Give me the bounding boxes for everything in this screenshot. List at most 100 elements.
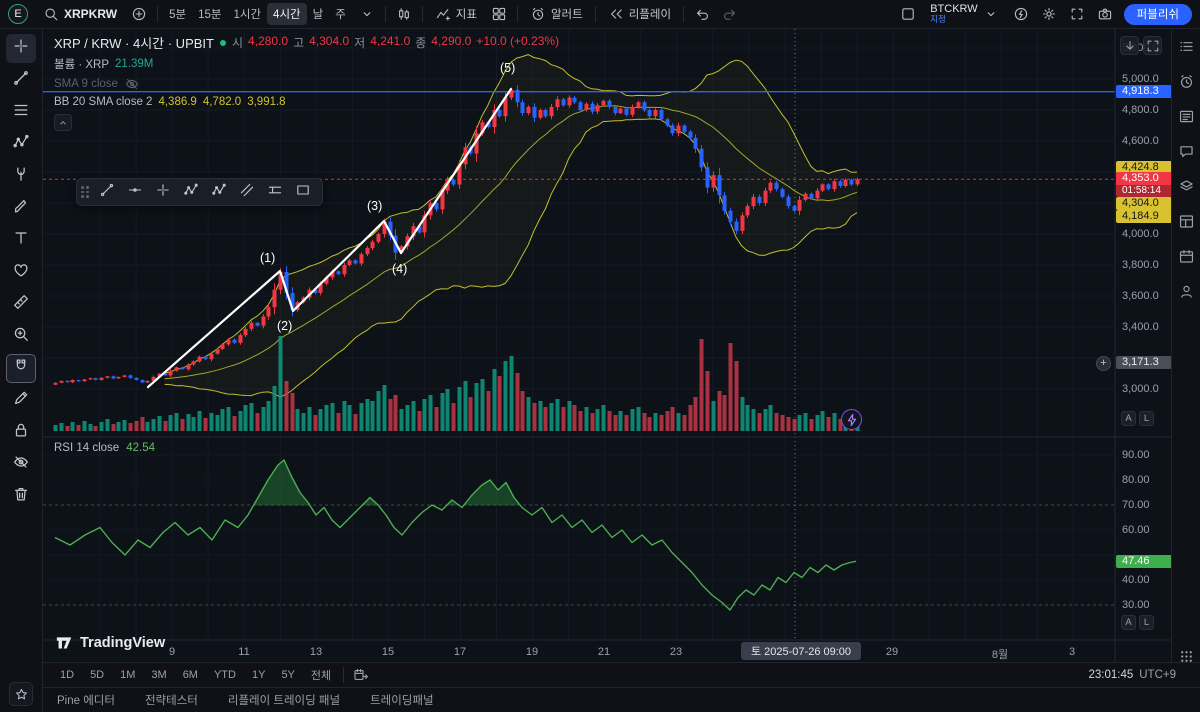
sma-legend-row[interactable]: SMA 9 close xyxy=(54,76,559,92)
range-5D-button[interactable]: 5D xyxy=(83,665,111,685)
legend-collapse-button[interactable] xyxy=(54,114,72,131)
quick-trade-button[interactable] xyxy=(841,409,862,430)
rectangle-draw-button[interactable] xyxy=(290,180,316,204)
emoji-tool-button[interactable] xyxy=(6,258,36,287)
interval-button-1[interactable]: 15분 xyxy=(192,3,227,25)
edit-tool-button[interactable] xyxy=(6,386,36,415)
star-wrap xyxy=(9,682,33,706)
trend-line-draw-button[interactable] xyxy=(94,180,120,204)
interval-button-2[interactable]: 1시간 xyxy=(227,3,267,25)
xabcd-pattern-draw-button[interactable] xyxy=(178,180,204,204)
snapshot-button[interactable] xyxy=(1092,3,1118,25)
rsi-legend[interactable]: RSI 14 close 42.54 xyxy=(54,442,155,454)
clock-timezone[interactable]: UTC+9 xyxy=(1139,669,1176,681)
alert-button[interactable]: 알러트 xyxy=(523,3,590,25)
goto-date-icon[interactable] xyxy=(353,667,369,683)
chart-style-button[interactable] xyxy=(391,3,417,25)
avatar[interactable]: E xyxy=(8,4,28,24)
text-tool-tool-button[interactable] xyxy=(6,226,36,255)
interval-button-4[interactable]: 날 xyxy=(307,3,330,25)
settings-button[interactable] xyxy=(1036,3,1062,25)
symbol-title[interactable]: XRP / KRW · 4시간 · UPBIT xyxy=(54,36,214,51)
replay-button[interactable]: 리플레이 xyxy=(601,3,678,25)
magnet-tool-button[interactable] xyxy=(6,354,36,383)
compare-symbol-button[interactable]: BTCKRW 지정 xyxy=(923,3,1005,25)
log-scale-button[interactable]: L xyxy=(1139,411,1154,426)
brush-tool-button[interactable] xyxy=(6,194,36,223)
rsi-auto-scale-button[interactable]: A xyxy=(1121,615,1136,630)
news-panel-button[interactable] xyxy=(1176,109,1196,129)
time-axis-label: 19 xyxy=(525,646,539,658)
parallel-channel-draw-button[interactable] xyxy=(234,180,260,204)
range-전체-button[interactable]: 전체 xyxy=(304,665,338,685)
eye-off-icon[interactable] xyxy=(124,76,140,92)
range-1Y-button[interactable]: 1Y xyxy=(245,665,272,685)
trend-line-tool-button[interactable] xyxy=(6,66,36,95)
object-tree-panel-button[interactable] xyxy=(1176,179,1196,199)
quick-shortcuts-button[interactable] xyxy=(1008,3,1034,25)
indicators-label: 지표 xyxy=(455,9,477,21)
favorites-star-button[interactable] xyxy=(9,682,33,706)
interval-button-3[interactable]: 4시간 xyxy=(267,3,307,25)
bottom-tab-1[interactable]: 전략테스터 xyxy=(144,695,198,707)
indicator-templates-button[interactable] xyxy=(486,3,512,25)
range-5Y-button[interactable]: 5Y xyxy=(274,665,301,685)
fib-retracement-tool-button[interactable] xyxy=(6,98,36,127)
cross-line-draw-button[interactable] xyxy=(150,180,176,204)
range-YTD-button[interactable]: YTD xyxy=(207,665,243,685)
data-window-icon xyxy=(1178,213,1195,235)
calendar-panel-button[interactable] xyxy=(1176,249,1196,269)
volume-legend-row[interactable]: 볼륨 · XRP 21.39M xyxy=(54,56,559,72)
elliott-wave-draw-button[interactable] xyxy=(206,180,232,204)
interval-button-5[interactable]: 주 xyxy=(329,3,352,25)
fullscreen-button[interactable] xyxy=(1064,3,1090,25)
horizontal-line-draw-button[interactable] xyxy=(122,180,148,204)
bb-legend-row[interactable]: BB 20 SMA close 2 4,386.9 4,782.0 3,991.… xyxy=(54,96,559,108)
bottom-tab-2[interactable]: 리플레이 트레이딩 패널 xyxy=(227,695,341,707)
remove-drawings-tool-button[interactable] xyxy=(6,482,36,511)
xabcd-pattern-tool-button[interactable] xyxy=(6,130,36,159)
alerts-panel-button[interactable] xyxy=(1176,74,1196,94)
chat-panel-button[interactable] xyxy=(1176,144,1196,164)
indicators-button[interactable]: 지표 xyxy=(428,3,484,25)
interval-button-0[interactable]: 5분 xyxy=(163,3,192,25)
range-1M-button[interactable]: 1M xyxy=(113,665,142,685)
clock-time[interactable]: 23:01:45 xyxy=(1088,669,1134,681)
auto-scale-button[interactable]: A xyxy=(1121,411,1136,426)
hide-drawings-tool-button[interactable] xyxy=(6,450,36,479)
undo-button[interactable] xyxy=(689,3,715,25)
flat-channel-draw-button[interactable] xyxy=(262,180,288,204)
crosshair-tool-button[interactable] xyxy=(6,34,36,63)
publish-button[interactable]: 퍼블리쉬 xyxy=(1123,3,1192,25)
watchlist-panel-button[interactable] xyxy=(1176,39,1196,59)
layout-button[interactable] xyxy=(895,3,921,25)
range-1D-button[interactable]: 1D xyxy=(53,665,81,685)
range-3M-button[interactable]: 3M xyxy=(144,665,173,685)
quick-add-button[interactable]: + xyxy=(1096,356,1111,371)
rsi-log-scale-button[interactable]: L xyxy=(1139,615,1154,630)
bottom-tab-0[interactable]: Pine 에디터 xyxy=(57,695,115,707)
apps-panel-button[interactable] xyxy=(1176,649,1196,669)
toolbar-divider xyxy=(516,6,518,22)
people-panel-button[interactable] xyxy=(1176,284,1196,304)
bottom-tab-3[interactable]: 트레이딩패널 xyxy=(370,695,434,707)
tradingview-logo[interactable]: TradingView xyxy=(56,634,165,651)
zoom-in-tool-button[interactable] xyxy=(6,322,36,351)
redo-button[interactable] xyxy=(717,3,743,25)
pitchfork-tool-button[interactable] xyxy=(6,162,36,191)
pane-collapse-button[interactable] xyxy=(1120,36,1139,55)
elliott-wave-drawing[interactable]: (1) (2) (3) (4) (5) xyxy=(146,61,515,389)
drag-handle[interactable] xyxy=(81,186,89,198)
chart-legend: XRP / KRW · 4시간 · UPBIT 시 4,280.0 고 4,304.… xyxy=(54,33,559,131)
measure-tool-button[interactable] xyxy=(6,290,36,319)
lock-drawings-tool-button[interactable] xyxy=(6,418,36,447)
interval-menu-button[interactable] xyxy=(354,3,380,25)
range-6M-button[interactable]: 6M xyxy=(176,665,205,685)
symbol-search-button[interactable]: XRPKRW xyxy=(36,3,124,25)
price-axis-label: 3,000.0 xyxy=(1122,383,1159,395)
add-symbol-button[interactable] xyxy=(126,3,152,25)
pane-maximize-button[interactable] xyxy=(1143,36,1162,55)
data-window-panel-button[interactable] xyxy=(1176,214,1196,234)
wave-label: (5) xyxy=(500,61,515,75)
